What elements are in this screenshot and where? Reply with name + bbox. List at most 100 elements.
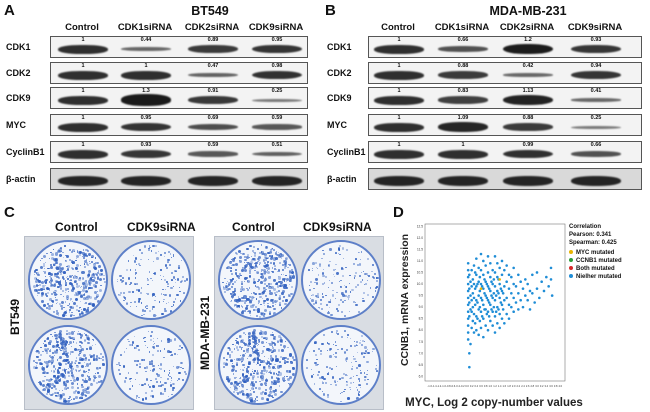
- colony-spot: [237, 343, 239, 345]
- colony-spot: [266, 257, 269, 260]
- colony-spot: [284, 302, 287, 306]
- colony-spot: [51, 293, 54, 296]
- colony-spot: [87, 273, 91, 277]
- colony-spot: [249, 372, 253, 376]
- colony-spot: [94, 257, 97, 260]
- colony-spot: [42, 367, 46, 371]
- colony-spot: [326, 393, 330, 396]
- colony-spot: [242, 267, 245, 270]
- scatter-point: [493, 331, 497, 334]
- colony-spot: [177, 380, 179, 382]
- scatter-point: [519, 280, 522, 284]
- colony-spot: [334, 356, 336, 358]
- scatter-point: [470, 268, 473, 272]
- colony-spot: [292, 274, 295, 276]
- colony-spot: [89, 302, 93, 306]
- colony-spot: [361, 271, 363, 273]
- colony-spot: [288, 274, 291, 276]
- blot-b-row-label-2: CDK9: [327, 93, 352, 103]
- colony-spot: [61, 348, 66, 352]
- colony-spot: [57, 281, 61, 285]
- scatter-point: [466, 317, 470, 320]
- colony-spot: [274, 303, 276, 305]
- y-axis-label: CCNB1, mRNA expression: [399, 234, 411, 366]
- colony-spot: [261, 397, 265, 401]
- colony-spot: [62, 278, 64, 280]
- band-quant-value: 0.95: [140, 115, 152, 121]
- colony-spot: [64, 362, 67, 365]
- colony-spot: [339, 299, 342, 302]
- colony-spot: [37, 284, 40, 287]
- colony-spot: [47, 383, 49, 385]
- colony-spot: [248, 339, 252, 342]
- colony-spot: [87, 294, 91, 298]
- colony-spot: [285, 280, 288, 283]
- colony-spot: [336, 329, 339, 333]
- colony-spot: [345, 266, 347, 269]
- colony-spot: [275, 282, 278, 286]
- colony-spot: [42, 270, 44, 272]
- colony-spot: [88, 278, 92, 282]
- colony-spot: [332, 268, 335, 271]
- colony-spot: [260, 373, 264, 376]
- colony-spot: [59, 338, 63, 341]
- colony-spot: [271, 382, 274, 385]
- colony-spot: [290, 269, 293, 272]
- colony-spot: [230, 270, 233, 273]
- colony-spot: [174, 282, 176, 284]
- colony-spot: [284, 284, 287, 287]
- colony-spot: [133, 260, 137, 263]
- scatter-point: [469, 308, 472, 311]
- colony-spot: [97, 270, 99, 272]
- colony-spot: [71, 374, 75, 378]
- colony-spot: [257, 345, 259, 347]
- colony-spot: [315, 282, 318, 285]
- colony-spot: [93, 376, 97, 380]
- colony-plate-bt549: [24, 236, 194, 410]
- colony-spot: [248, 372, 250, 374]
- colony-spot: [64, 346, 67, 350]
- colony-spot: [57, 392, 59, 395]
- x-tick-label: 0.2: [470, 384, 474, 388]
- colony-spot: [169, 384, 172, 387]
- colony-spot: [150, 330, 153, 333]
- colony-spot: [60, 272, 63, 275]
- y-tick-label: 6.5: [419, 363, 424, 367]
- colony-spot: [225, 358, 227, 360]
- colony-spot: [50, 251, 52, 254]
- scatter-point: [493, 285, 497, 288]
- colony-spot: [356, 351, 358, 353]
- scatter-point: [473, 287, 477, 290]
- colony-spot: [350, 381, 353, 384]
- scatter-point: [497, 291, 500, 295]
- colony-spot: [285, 380, 287, 382]
- colony-spot: [254, 285, 257, 287]
- colony-spot: [280, 390, 283, 394]
- colony-spot: [148, 249, 150, 252]
- colony-spot: [328, 264, 331, 267]
- colony-spot: [69, 396, 71, 398]
- colony-spot: [58, 363, 62, 367]
- colony-spot: [69, 274, 72, 277]
- colony-spot: [243, 332, 246, 335]
- colony-spot: [79, 292, 82, 295]
- colony-spot: [271, 270, 275, 274]
- colony-spot: [86, 363, 90, 367]
- blot-a-header-2: CDK2siRNA: [184, 22, 240, 33]
- colony-spot: [311, 267, 314, 270]
- colony-spot: [226, 288, 229, 292]
- colony-spot: [96, 366, 100, 371]
- colony-spot: [227, 285, 230, 288]
- colony-spot: [249, 287, 251, 289]
- colony-spot: [277, 253, 280, 256]
- colony-spot: [366, 373, 368, 375]
- colony-spot: [321, 257, 323, 260]
- colony-spot: [129, 283, 131, 286]
- colony-spot: [252, 351, 255, 354]
- colony-spot: [67, 360, 71, 363]
- colony-spot: [244, 334, 246, 336]
- colony-spot: [313, 374, 315, 376]
- scatter-point: [535, 287, 539, 290]
- colony-spot: [142, 337, 145, 340]
- colony-spot: [281, 263, 285, 267]
